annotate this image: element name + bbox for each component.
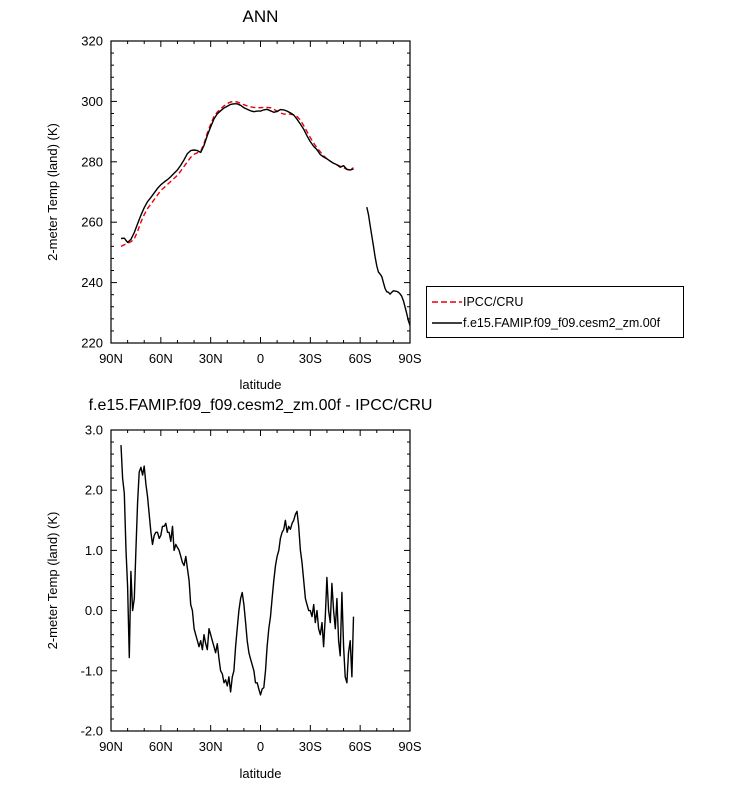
top-chart xyxy=(110,40,411,344)
bottom-plot-frame xyxy=(110,429,411,732)
bottom-y-tick-label: -1.0 xyxy=(81,663,103,678)
legend-item-model: f.e15.FAMIP.f09_f09.cesm2_zm.00f xyxy=(427,313,683,333)
legend-label-model: f.e15.FAMIP.f09_f09.cesm2_zm.00f xyxy=(463,316,661,330)
top-x-tick-label: 90S xyxy=(398,351,421,366)
top-chart-legend: IPCC/CRU f.e15.FAMIP.f09_f09.cesm2_zm.00… xyxy=(426,286,684,338)
top-chart-title: ANN xyxy=(243,7,279,26)
bottom-y-tick-label: 0.0 xyxy=(85,603,103,618)
bottom-y-axis-label: 2-meter Temp (land) (K) xyxy=(45,512,60,650)
bottom-y-tick-label: 3.0 xyxy=(85,423,103,438)
top-y-tick-label: 240 xyxy=(81,275,103,290)
bottom-y-tick-label: 1.0 xyxy=(85,543,103,558)
top-series-f-e15-famip-f09-f09-cesm2-zm-00f-line xyxy=(120,103,410,326)
bottom-x-tick-label: 30S xyxy=(299,739,322,754)
top-y-tick-label: 260 xyxy=(81,215,103,230)
bottom-x-tick-label: 0 xyxy=(257,739,264,754)
top-x-tick-label: 90N xyxy=(99,351,123,366)
legend-swatch-black-solid xyxy=(432,322,462,324)
bottom-x-tick-label: 90S xyxy=(398,739,421,754)
bottom-x-tick-label: 30N xyxy=(199,739,223,754)
top-y-axis-label: 2-meter Temp (land) (K) xyxy=(45,123,60,261)
bottom-x-axis-label: latitude xyxy=(240,766,282,781)
bottom-x-tick-label: 60N xyxy=(149,739,173,754)
bottom-series-difference-line xyxy=(120,445,355,696)
top-y-tick-label: 300 xyxy=(81,94,103,109)
bottom-chart-title: f.e15.FAMIP.f09_f09.cesm2_zm.00f - IPCC/… xyxy=(89,397,433,414)
top-x-tick-label: 30N xyxy=(199,351,223,366)
top-plot-frame xyxy=(110,40,411,344)
legend-item-ipcc-cru: IPCC/CRU xyxy=(427,292,683,312)
top-series-ipcc-cru-line xyxy=(120,100,354,248)
top-x-axis-label: latitude xyxy=(240,377,282,392)
bottom-y-tick-label: -2.0 xyxy=(81,724,103,739)
legend-swatch-red-dashed xyxy=(432,301,462,303)
top-y-tick-label: 280 xyxy=(81,154,103,169)
legend-label-ipcc-cru: IPCC/CRU xyxy=(463,295,524,309)
bottom-x-tick-label: 60S xyxy=(349,739,372,754)
top-x-tick-label: 30S xyxy=(299,351,322,366)
bottom-chart xyxy=(110,429,411,732)
top-x-tick-label: 0 xyxy=(257,351,264,366)
bottom-x-tick-label: 90N xyxy=(99,739,123,754)
top-y-tick-label: 320 xyxy=(81,34,103,49)
bottom-y-tick-label: 2.0 xyxy=(85,483,103,498)
top-x-tick-label: 60N xyxy=(149,351,173,366)
top-x-tick-label: 60S xyxy=(349,351,372,366)
top-y-tick-label: 220 xyxy=(81,336,103,351)
